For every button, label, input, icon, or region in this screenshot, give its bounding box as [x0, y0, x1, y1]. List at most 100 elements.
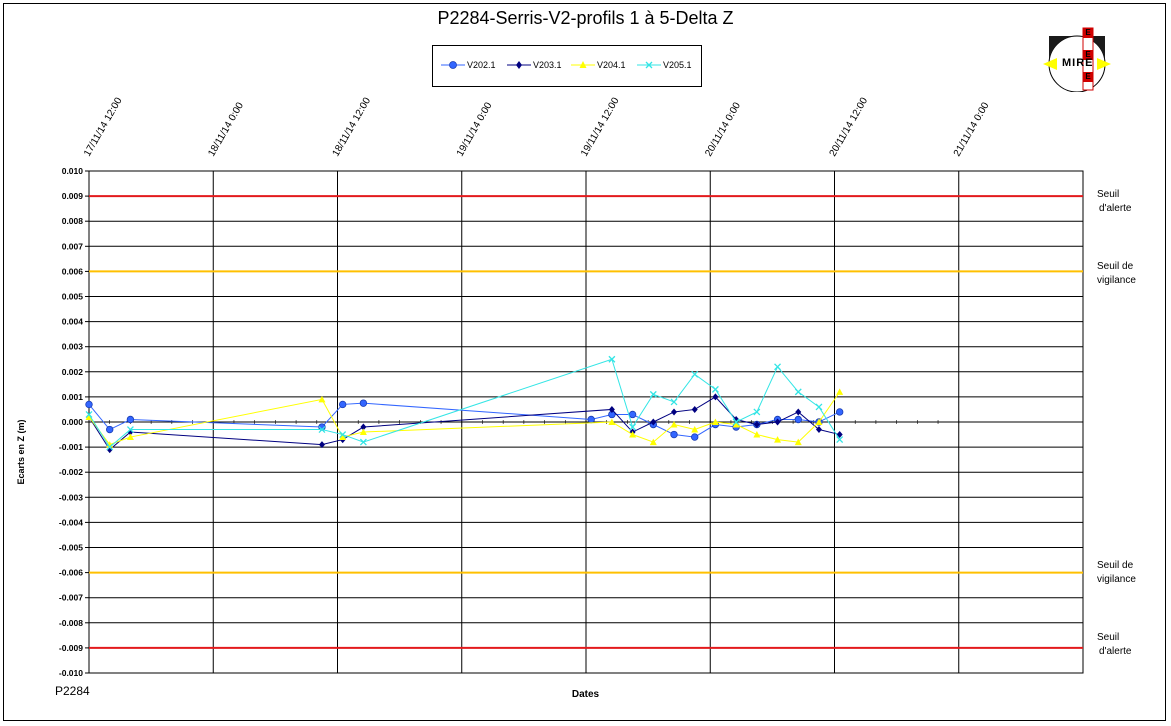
project-id: P2284 — [55, 684, 90, 698]
data-point-V205.1 — [691, 370, 699, 378]
chart-title: P2284-Serris-V2-profils 1 à 5-Delta Z — [437, 8, 734, 28]
data-point-V202.1 — [126, 415, 135, 424]
y-tick-label: 0.008 — [62, 216, 84, 226]
data-point-V203.1 — [650, 418, 657, 426]
data-point-V202.1 — [691, 433, 699, 441]
data-point-V204.1 — [711, 418, 719, 425]
data-point-V205.1 — [359, 438, 367, 446]
data-point-V203.1 — [360, 423, 367, 431]
series-line-V203.1 — [88, 396, 840, 451]
data-point-V205.1 — [670, 398, 678, 406]
data-point-V204.1 — [318, 395, 326, 403]
data-point-V205.1 — [774, 363, 782, 371]
data-point-V202.1 — [628, 410, 637, 419]
data-point-V202.1 — [338, 400, 347, 409]
data-point-V202.1 — [359, 399, 368, 407]
data-point-V205.1 — [794, 388, 802, 396]
y-tick-label: -0.001 — [59, 442, 83, 452]
data-point-V202.1 — [587, 415, 595, 424]
legend: V202.1 V203.1 V204.1 V205.1 — [432, 45, 702, 87]
y-tick-label: 0.000 — [62, 417, 84, 427]
data-point-V204.1 — [774, 436, 782, 443]
y-tick-label: 0.010 — [62, 166, 84, 176]
y-tick-label: 0.007 — [62, 241, 84, 251]
data-point-V205.1 — [649, 390, 657, 398]
data-point-V205.1 — [339, 431, 347, 439]
data-point-V205.1 — [106, 443, 114, 451]
logo-graphic — [1043, 27, 1111, 93]
data-point-V205.1 — [629, 423, 637, 431]
data-point-V204.1 — [753, 431, 761, 438]
y-tick-label: -0.003 — [59, 492, 83, 502]
threshold-label-vigilance-bottom: Seuil de vigilance — [1097, 559, 1136, 587]
data-point-V204.1 — [85, 413, 93, 420]
y-tick-label: 0.005 — [62, 292, 84, 302]
series-line-V204.1 — [88, 391, 841, 446]
legend-label-v204: V204.1 — [597, 60, 626, 70]
y-tick-label: -0.004 — [59, 517, 83, 527]
data-point-V203.1 — [691, 405, 698, 413]
data-point-V202.1 — [85, 400, 93, 409]
y-tick-label: -0.008 — [59, 618, 83, 628]
data-point-V205.1 — [318, 426, 326, 433]
data-point-V204.1 — [836, 388, 844, 395]
x-axis-label: Dates — [571, 689, 600, 700]
series-line-V205.1 — [88, 358, 841, 448]
y-axis-label: Ecarts en Z (m) — [16, 419, 26, 484]
data-point-V204.1 — [670, 421, 678, 428]
x-tick-label: 17/11/14 12:00 — [82, 95, 125, 158]
data-point-V204.1 — [608, 418, 616, 425]
data-point-V204.1 — [649, 438, 657, 446]
data-point-V203.1 — [795, 408, 802, 416]
logo-letter: E — [1085, 72, 1091, 81]
data-point-V204.1 — [359, 428, 367, 436]
threshold-label-line1: Seuil — [1097, 632, 1120, 643]
x-tick-label: 18/11/14 0:00 — [206, 100, 246, 158]
y-tick-label: 0.004 — [62, 317, 84, 327]
data-point-V203.1 — [815, 426, 822, 434]
y-tick-label: -0.007 — [59, 593, 83, 603]
y-tick-label: 0.003 — [62, 342, 84, 352]
data-point-V205.1 — [836, 436, 844, 444]
data-point-V205.1 — [732, 418, 740, 426]
logo-letter: E — [1085, 28, 1091, 37]
data-point-V203.1 — [671, 408, 678, 416]
x-tick-label: 18/11/14 12:00 — [331, 95, 374, 158]
legend-item-v205: V205.1 — [637, 60, 692, 70]
legend-item-v202: V202.1 — [441, 60, 496, 70]
y-tick-label: -0.002 — [59, 467, 83, 477]
legend-label-v205: V205.1 — [663, 60, 692, 70]
data-point-V205.1 — [608, 355, 616, 363]
y-tick-label: 0.009 — [62, 191, 84, 201]
data-point-V204.1 — [732, 421, 740, 428]
logo-letter: E — [1085, 50, 1091, 59]
data-point-V202.1 — [835, 408, 844, 416]
data-point-V204.1 — [629, 431, 637, 438]
data-point-V204.1 — [339, 433, 347, 441]
threshold-label-alert-top: Seuil d'alerte — [1097, 188, 1132, 216]
legend-item-v204: V204.1 — [571, 60, 626, 70]
threshold-label-line2: d'alerte — [1099, 203, 1132, 214]
data-point-V205.1 — [711, 385, 719, 393]
x-tick-label: 21/11/14 0:00 — [952, 100, 992, 158]
data-point-V204.1 — [691, 426, 699, 433]
data-point-V205.1 — [126, 426, 134, 433]
y-tick-label: -0.005 — [59, 543, 83, 553]
data-point-V205.1 — [753, 408, 761, 416]
data-point-V202.1 — [670, 430, 678, 439]
y-tick-label: -0.010 — [59, 668, 83, 678]
y-tick-label: -0.006 — [59, 568, 83, 578]
data-point-V202.1 — [106, 425, 114, 434]
threshold-label-alert-bottom: Seuil d'alerte — [1097, 631, 1132, 659]
y-tick-label: 0.002 — [62, 367, 84, 377]
data-point-V204.1 — [794, 438, 802, 446]
data-point-V205.1 — [815, 403, 823, 411]
chart-frame — [3, 3, 1166, 721]
logo-text: MIRE — [1062, 57, 1094, 69]
y-tick-label: 0.006 — [62, 266, 84, 276]
y-tick-label: -0.009 — [59, 643, 83, 653]
data-point-V205.1 — [85, 411, 93, 418]
data-point-V203.1 — [318, 441, 325, 449]
mire-logo: MIRE E E E — [1043, 26, 1111, 93]
